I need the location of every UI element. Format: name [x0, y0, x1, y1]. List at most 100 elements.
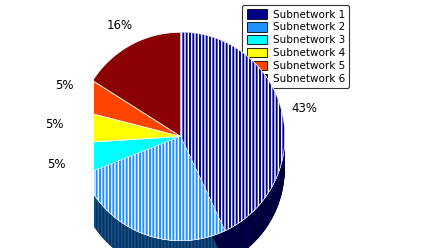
- Polygon shape: [80, 90, 181, 146]
- Polygon shape: [93, 55, 181, 159]
- Polygon shape: [181, 45, 285, 244]
- Polygon shape: [77, 140, 181, 172]
- Polygon shape: [77, 143, 181, 175]
- Polygon shape: [80, 97, 181, 153]
- Polygon shape: [181, 64, 285, 248]
- Polygon shape: [181, 45, 285, 244]
- Polygon shape: [77, 143, 181, 181]
- Polygon shape: [77, 111, 181, 143]
- Polygon shape: [181, 52, 285, 248]
- Polygon shape: [84, 136, 225, 241]
- Polygon shape: [93, 32, 181, 136]
- Polygon shape: [77, 117, 181, 149]
- Polygon shape: [93, 58, 181, 162]
- Polygon shape: [181, 64, 285, 248]
- Polygon shape: [77, 124, 181, 156]
- Polygon shape: [84, 169, 225, 248]
- Polygon shape: [84, 162, 225, 248]
- Polygon shape: [77, 120, 181, 153]
- Text: 5%: 5%: [47, 158, 66, 171]
- Polygon shape: [77, 153, 181, 191]
- Polygon shape: [77, 111, 181, 143]
- Polygon shape: [77, 149, 181, 188]
- Polygon shape: [84, 149, 225, 248]
- Polygon shape: [181, 32, 285, 231]
- Polygon shape: [181, 39, 285, 237]
- Polygon shape: [84, 169, 225, 248]
- Polygon shape: [84, 165, 225, 248]
- Polygon shape: [84, 149, 225, 248]
- Polygon shape: [77, 169, 181, 207]
- Polygon shape: [181, 58, 285, 248]
- Polygon shape: [93, 52, 181, 156]
- Polygon shape: [181, 48, 285, 247]
- Polygon shape: [84, 153, 225, 248]
- Polygon shape: [84, 146, 225, 248]
- Polygon shape: [77, 133, 181, 165]
- Legend: Subnetwork 1, Subnetwork 2, Subnetwork 3, Subnetwork 4, Subnetwork 5, Subnetwork: Subnetwork 1, Subnetwork 2, Subnetwork 3…: [242, 5, 349, 88]
- Text: 5%: 5%: [45, 118, 63, 131]
- Polygon shape: [80, 93, 181, 149]
- Polygon shape: [80, 103, 181, 159]
- Polygon shape: [84, 146, 225, 248]
- Polygon shape: [84, 136, 225, 241]
- Polygon shape: [181, 55, 285, 248]
- Polygon shape: [77, 156, 181, 194]
- Polygon shape: [77, 136, 181, 175]
- Polygon shape: [77, 114, 181, 146]
- Polygon shape: [181, 55, 285, 248]
- Polygon shape: [84, 143, 225, 247]
- Polygon shape: [93, 39, 181, 143]
- Polygon shape: [84, 162, 225, 248]
- Polygon shape: [181, 35, 285, 234]
- Text: 43%: 43%: [292, 102, 318, 115]
- Polygon shape: [84, 159, 225, 248]
- Polygon shape: [84, 140, 225, 244]
- Polygon shape: [84, 136, 225, 241]
- Polygon shape: [181, 61, 285, 248]
- Polygon shape: [80, 81, 181, 136]
- Polygon shape: [77, 136, 181, 175]
- Polygon shape: [181, 42, 285, 240]
- Polygon shape: [84, 140, 225, 244]
- Polygon shape: [77, 136, 181, 169]
- Polygon shape: [80, 106, 181, 162]
- Polygon shape: [80, 84, 181, 140]
- Polygon shape: [181, 42, 285, 240]
- Polygon shape: [77, 130, 181, 162]
- Text: 5%: 5%: [55, 79, 73, 93]
- Polygon shape: [77, 162, 181, 201]
- Polygon shape: [93, 64, 181, 169]
- Polygon shape: [77, 140, 181, 178]
- Polygon shape: [84, 143, 225, 247]
- Polygon shape: [93, 35, 181, 140]
- Polygon shape: [80, 110, 181, 165]
- Polygon shape: [93, 45, 181, 149]
- Polygon shape: [181, 32, 285, 231]
- Text: 16%: 16%: [106, 19, 133, 31]
- Polygon shape: [80, 113, 181, 169]
- Polygon shape: [77, 165, 181, 204]
- Polygon shape: [93, 48, 181, 153]
- Polygon shape: [77, 127, 181, 159]
- Polygon shape: [84, 159, 225, 248]
- Polygon shape: [84, 156, 225, 248]
- Polygon shape: [181, 61, 285, 248]
- Polygon shape: [84, 165, 225, 248]
- Polygon shape: [93, 42, 181, 146]
- Polygon shape: [84, 153, 225, 248]
- Polygon shape: [84, 136, 225, 241]
- Polygon shape: [181, 48, 285, 247]
- Polygon shape: [93, 32, 181, 136]
- Polygon shape: [181, 58, 285, 248]
- Polygon shape: [80, 81, 181, 136]
- Polygon shape: [181, 35, 285, 234]
- Polygon shape: [181, 32, 285, 231]
- Polygon shape: [84, 156, 225, 248]
- Polygon shape: [80, 100, 181, 156]
- Polygon shape: [181, 39, 285, 237]
- Polygon shape: [181, 52, 285, 248]
- Polygon shape: [181, 32, 285, 231]
- Polygon shape: [77, 159, 181, 197]
- Polygon shape: [93, 61, 181, 165]
